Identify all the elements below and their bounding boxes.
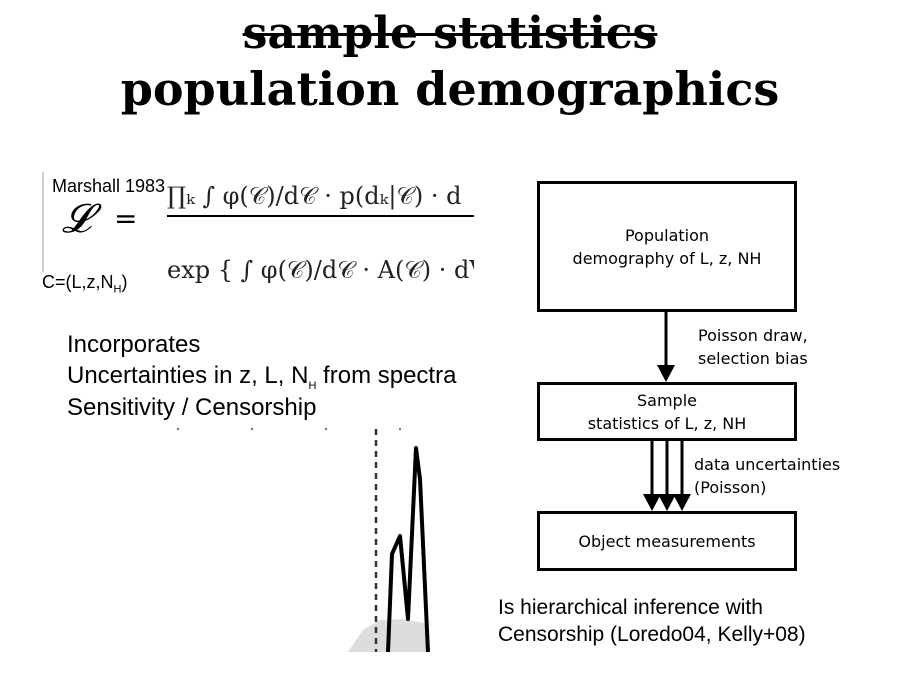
incorporates-heading: Incorporates — [67, 331, 201, 358]
histogram-curve — [386, 446, 430, 653]
citation-label: Marshall 1983 — [50, 176, 168, 197]
measurements-box: Object measurements — [537, 511, 797, 571]
sample-box: Sample statistics of L, z, NH — [537, 382, 797, 441]
variable-definition: C=(L,z,NH) — [42, 272, 128, 296]
equation-denominator: exp { ∫ φ(𝒞)/d𝒞 · A(𝒞) · dV/dz — [167, 256, 474, 284]
distribution-plot-fragment — [176, 427, 430, 653]
likelihood-equation: 𝓛 = ∏ₖ ∫ φ(𝒞)/d𝒞 · p(dₖ|𝒞) · d exp { ∫ φ… — [42, 170, 474, 298]
equation-numerator: ∏ₖ ∫ φ(𝒞)/d𝒞 · p(dₖ|𝒞) · d — [167, 182, 462, 211]
incorporates-item-sensitivity: Sensitivity / Censorship — [67, 394, 317, 421]
equals-sign: = — [114, 202, 137, 235]
population-box: Population demography of L, z, NH — [537, 181, 797, 312]
incorporates-item-uncertainties: Uncertainties in z, L, NH from spectra — [67, 362, 457, 392]
struck-title: sample statistics — [242, 8, 658, 59]
data-uncertainties-label: data uncertainties (Poisson) — [694, 455, 841, 497]
conclusion-text: Is hierarchical inference with Censorship… — [498, 596, 806, 646]
poisson-draw-label: Poisson draw, selection bias — [698, 326, 808, 368]
page-title: population demographics — [120, 62, 780, 116]
